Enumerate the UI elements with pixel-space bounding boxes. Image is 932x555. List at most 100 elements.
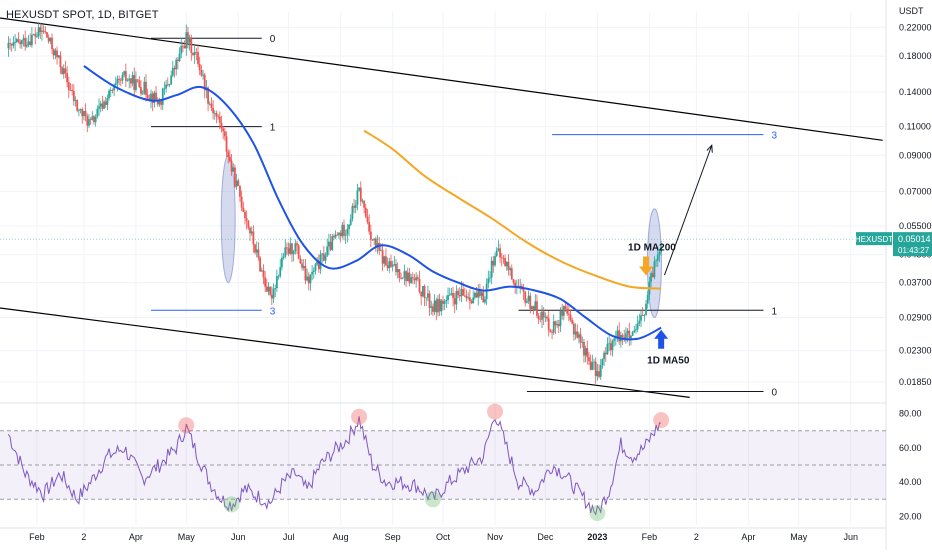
candle: [364, 204, 367, 219]
y-tick-label: 0.02900: [899, 313, 932, 323]
candle: [348, 223, 350, 237]
candle: [203, 73, 206, 99]
candle-body: [390, 261, 392, 267]
candle-body: [151, 93, 154, 103]
candle-body: [408, 272, 411, 283]
candle-body: [400, 277, 402, 279]
candle: [499, 243, 501, 263]
candle-body: [589, 361, 592, 370]
candle-body: [378, 242, 381, 251]
candle: [539, 312, 542, 323]
candle: [74, 96, 77, 107]
candle-body: [502, 257, 505, 259]
rsi-oversold-marker: [589, 505, 606, 521]
candle: [373, 238, 376, 246]
candle: [202, 70, 204, 80]
candle-body: [398, 269, 401, 278]
candle: [133, 67, 136, 97]
candle: [286, 242, 288, 256]
candle-body: [104, 101, 107, 105]
candle: [609, 338, 612, 356]
candle-body: [385, 256, 387, 266]
candle-body: [212, 107, 215, 114]
candle-body: [287, 248, 290, 254]
candle: [416, 274, 419, 282]
candle: [146, 88, 149, 101]
candle-body: [198, 63, 201, 70]
candle: [534, 294, 537, 311]
candle-body: [358, 187, 360, 191]
candle: [432, 303, 434, 316]
candle-body: [546, 316, 548, 319]
candle-body: [124, 71, 127, 81]
candle: [556, 319, 559, 329]
candle: [129, 77, 132, 88]
candle-body: [56, 50, 58, 58]
candle-body: [126, 80, 129, 82]
candle: [240, 190, 243, 212]
candle-body: [608, 343, 611, 345]
candle-body: [344, 234, 347, 236]
candle-body: [512, 279, 515, 283]
candle-body: [15, 39, 18, 43]
candle: [324, 252, 327, 264]
candle-body: [480, 292, 483, 296]
candle-body: [604, 352, 607, 355]
candle-body: [133, 75, 136, 90]
candle-body: [42, 30, 45, 32]
candle-body: [494, 256, 496, 266]
candle-body: [593, 361, 595, 363]
candle-body: [645, 303, 647, 315]
candle-body: [255, 249, 258, 253]
candle-body: [316, 260, 319, 265]
candle-body: [487, 278, 490, 284]
candle-body: [643, 314, 646, 316]
candle-body: [176, 59, 179, 61]
candle-body: [359, 187, 362, 202]
candle-body: [581, 341, 584, 343]
candle-body: [539, 319, 542, 320]
candle: [228, 149, 231, 163]
channel-line-lower: [0, 307, 690, 398]
candle-body: [625, 333, 627, 339]
rsi-oversold-marker: [223, 496, 240, 513]
candle-body: [148, 98, 151, 100]
candle: [235, 173, 238, 190]
candle: [250, 226, 253, 236]
candle: [636, 315, 639, 333]
candle: [507, 254, 510, 276]
candle-body: [428, 293, 431, 308]
x-tick-label: Feb: [642, 532, 658, 542]
candle-body: [215, 113, 218, 117]
candle-body: [401, 277, 404, 279]
candle-body: [171, 67, 174, 76]
candle: [524, 290, 527, 307]
candle-body: [470, 301, 473, 304]
candle: [400, 272, 402, 280]
candle-body: [36, 36, 38, 38]
candle: [198, 56, 201, 76]
candle-body: [20, 40, 23, 45]
candle-body: [245, 218, 248, 221]
candle-body: [606, 343, 609, 355]
candle-body: [185, 32, 188, 49]
candle-body: [47, 37, 50, 42]
candle: [67, 76, 70, 99]
candle-body: [218, 116, 221, 123]
candle-body: [190, 37, 193, 53]
current-price-label: 0.05014: [898, 234, 931, 244]
candle-body: [374, 238, 377, 247]
candle-body: [222, 128, 225, 132]
candle: [452, 286, 454, 307]
candle: [212, 100, 215, 120]
candle-body: [452, 293, 454, 299]
candle: [443, 298, 446, 311]
rsi-overbought-marker: [487, 403, 504, 420]
x-tick-label: 2: [694, 532, 699, 542]
candle: [84, 103, 87, 122]
candle-body: [492, 260, 495, 266]
candle: [124, 63, 127, 87]
candle-body: [237, 180, 240, 186]
candle-body: [609, 343, 612, 351]
